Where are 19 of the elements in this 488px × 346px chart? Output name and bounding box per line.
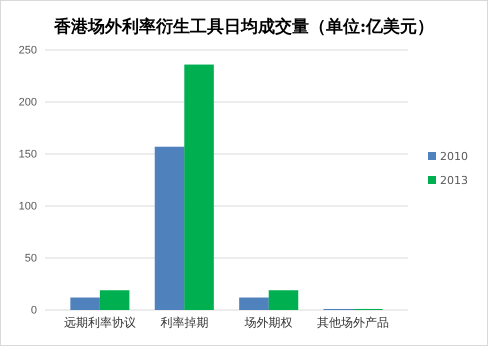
- y-tick-label: 0: [30, 304, 37, 317]
- bar: [184, 64, 214, 310]
- bar: [268, 290, 298, 310]
- y-tick-label: 150: [18, 148, 37, 161]
- bar: [154, 146, 184, 310]
- x-tick-label: 场外期权: [244, 316, 293, 330]
- y-tick-label: 50: [24, 252, 37, 265]
- y-tick-label: 200: [18, 96, 37, 109]
- bar: [239, 298, 269, 310]
- y-tick-label: 250: [18, 44, 37, 57]
- x-tick-label: 其他场外产品: [317, 316, 390, 330]
- bar: [100, 290, 130, 310]
- x-tick-label: 远期利率协议: [64, 316, 136, 330]
- bar: [70, 298, 100, 310]
- y-tick-label: 100: [18, 200, 37, 213]
- x-tick-label: 利率掉期: [160, 316, 208, 330]
- legend-label: 2013: [440, 174, 468, 187]
- legend-label: 2010: [440, 150, 468, 163]
- chart-title: 香港场外利率衍生工具日均成交量（单位:亿美元）: [52, 17, 434, 37]
